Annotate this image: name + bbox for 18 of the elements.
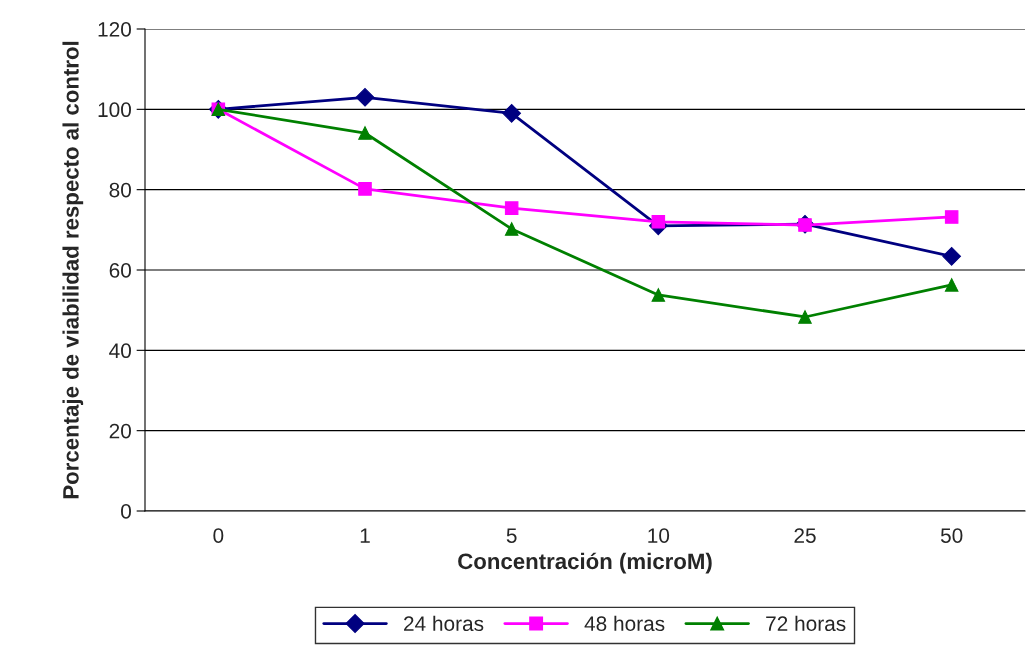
x-tick-label: 50 — [940, 528, 963, 543]
legend-label: 72 horas — [766, 615, 846, 632]
y-tick-label: 40 — [109, 343, 131, 359]
y-tick-label: 120 — [98, 22, 131, 37]
y-tick-label: 60 — [109, 263, 131, 278]
x-tick-label: 5 — [506, 528, 517, 543]
legend-label: 24 horas — [404, 615, 484, 632]
y-tick-label: 20 — [109, 423, 131, 439]
legend-label: 48 horas — [584, 615, 665, 632]
x-tick-label: 10 — [648, 528, 670, 543]
x-tick-label: 0 — [213, 528, 224, 543]
x-tick-label: 25 — [794, 528, 816, 543]
y-axis-title: Porcentaje de viabilidad respecto al control — [62, 41, 84, 499]
y-tick-label: 100 — [98, 102, 131, 118]
x-tick-label: 1 — [360, 528, 370, 543]
x-axis-title: Concentración (microM) — [458, 552, 712, 574]
y-tick-label: 0 — [121, 504, 131, 519]
y-tick-label: 80 — [109, 182, 131, 198]
